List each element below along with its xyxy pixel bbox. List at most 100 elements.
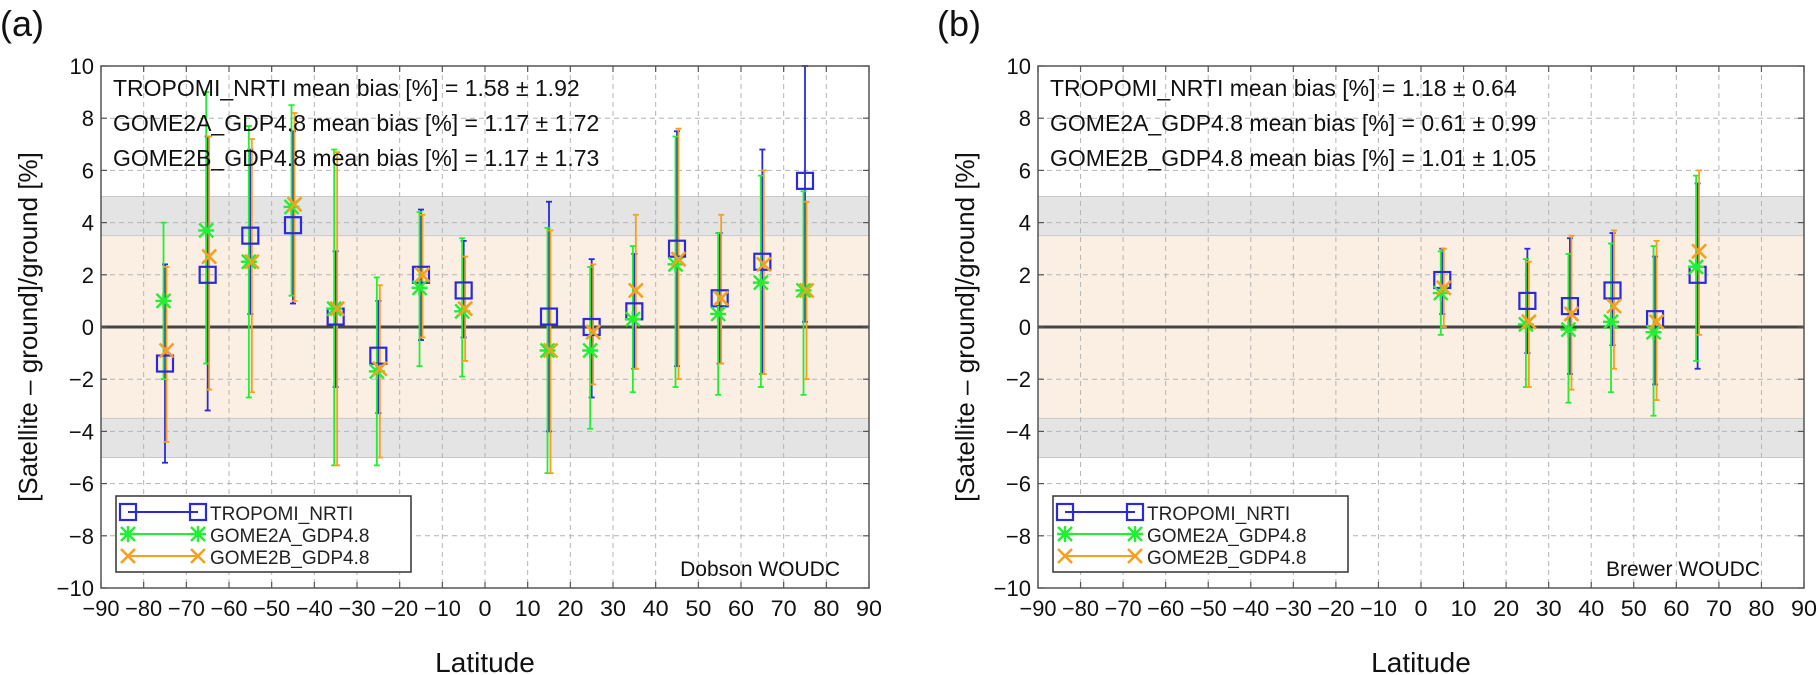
- data-point-gome2a: [710, 305, 727, 322]
- legend-marker-gome2a: [1127, 526, 1143, 542]
- y-tick-label: 4: [82, 211, 94, 236]
- y-tick-label: 0: [82, 315, 94, 340]
- x-tick-label: 10: [1451, 596, 1477, 621]
- legend-entry: GOME2A_GDP4.8: [210, 526, 369, 547]
- x-tick-label: −60: [211, 596, 248, 621]
- y-tick-label: −2: [1006, 367, 1031, 392]
- x-tick-label: 60: [728, 596, 754, 621]
- annotation-series-name: GOME2B_GDP4.8: [113, 145, 306, 171]
- mean-bias-annotation: GOME2B_GDP4.8 mean bias [%] = 1.17 ± 1.7…: [113, 145, 599, 171]
- data-point-tropomi: [539, 307, 559, 326]
- annotation-value: mean bias [%] = 1.18 ± 0.64: [1223, 75, 1516, 101]
- data-point-gome2a: [795, 282, 812, 299]
- annotation-value: mean bias [%] = 1.17 ± 1.73: [306, 145, 599, 171]
- x-tick-label: −60: [1147, 596, 1184, 621]
- x-tick-label: −80: [1062, 596, 1099, 621]
- legend-marker-gome2b: [190, 548, 206, 564]
- legend-marker-gome2b: [1127, 548, 1143, 564]
- y-tick-label: −4: [1006, 419, 1031, 444]
- panel-label: (a): [0, 3, 44, 44]
- data-point-tropomi: [753, 252, 772, 271]
- x-tick-label: 70: [771, 596, 797, 621]
- y-tick-label: 4: [1019, 211, 1031, 236]
- x-tick-label: −90: [83, 596, 120, 621]
- x-tick-label: −50: [1190, 596, 1227, 621]
- x-tick-label: 20: [1493, 596, 1519, 621]
- x-tick-label: 0: [1415, 596, 1428, 621]
- y-tick-label: −6: [1006, 472, 1031, 497]
- x-tick-label: 50: [685, 596, 711, 621]
- y-axis-label: [Satellite – ground]/ground [%]: [950, 152, 980, 502]
- data-point-gome2a: [1432, 285, 1449, 302]
- legend-marker-gome2b: [120, 548, 136, 564]
- y-tick-label: −10: [994, 576, 1031, 601]
- x-tick-label: 10: [515, 596, 541, 621]
- data-point-gome2b: [542, 342, 559, 359]
- data-point-gome2b: [670, 251, 687, 268]
- data-point-gome2a: [411, 279, 428, 296]
- data-point-gome2a: [240, 253, 257, 270]
- x-tick-label: 80: [813, 596, 839, 621]
- x-tick-label: −90: [1020, 596, 1057, 621]
- y-tick-label: −10: [57, 576, 94, 601]
- mean-bias-annotation: TROPOMI_NRTI mean bias [%] = 1.58 ± 1.92: [113, 75, 580, 101]
- y-axis-label: [Satellite – ground]/ground [%]: [13, 152, 43, 502]
- data-point-gome2a: [624, 311, 641, 328]
- data-point-tropomi: [241, 226, 260, 245]
- y-tick-label: 6: [1019, 158, 1031, 183]
- data-point-tropomi: [1603, 281, 1622, 300]
- legend-marker-gome2a: [1057, 526, 1073, 542]
- y-tick-label: 8: [82, 106, 94, 131]
- data-point-tropomi: [198, 265, 217, 284]
- data-point-gome2a: [582, 342, 599, 359]
- y-tick-label: −6: [69, 472, 94, 497]
- legend-marker-tropomi: [1055, 502, 1075, 522]
- x-tick-label: −20: [1317, 596, 1354, 621]
- data-point-gome2b: [1606, 298, 1622, 315]
- data-point-gome2a: [1688, 258, 1705, 275]
- data-point-tropomi: [710, 289, 729, 308]
- annotation-value: mean bias [%] = 1.01 ± 1.05: [1243, 145, 1536, 171]
- x-tick-label: −50: [253, 596, 290, 621]
- x-tick-label: 20: [557, 596, 583, 621]
- data-point-gome2a: [155, 292, 172, 309]
- mean-bias-annotation: GOME2A_GDP4.8 mean bias [%] = 0.61 ± 0.9…: [1050, 110, 1536, 136]
- x-tick-label: 40: [643, 596, 669, 621]
- data-point-gome2b: [201, 248, 218, 265]
- x-tick-label: −70: [168, 596, 205, 621]
- x-axis-label: Latitude: [435, 647, 535, 675]
- x-tick-label: 70: [1706, 596, 1732, 621]
- legend-marker-tropomi: [1125, 502, 1145, 522]
- x-tick-label: 60: [1663, 596, 1689, 621]
- markers-gome2b: [158, 196, 815, 377]
- data-point-tropomi: [411, 265, 431, 284]
- y-tick-label: 2: [82, 263, 94, 288]
- legend-marker-tropomi: [118, 502, 138, 522]
- data-point-gome2b: [457, 300, 474, 317]
- legend-entry: GOME2B_GDP4.8: [210, 548, 369, 569]
- data-point-tropomi: [155, 354, 175, 373]
- x-tick-label: −10: [424, 596, 461, 621]
- annotation-value: mean bias [%] = 0.61 ± 0.99: [1243, 110, 1536, 136]
- station-label: Dobson WOUDC: [680, 558, 840, 581]
- x-tick-label: 0: [479, 596, 492, 621]
- x-tick-label: −20: [381, 596, 418, 621]
- data-point-gome2b: [158, 342, 175, 359]
- x-tick-label: 50: [1621, 596, 1647, 621]
- data-point-gome2b: [243, 253, 260, 270]
- mean-bias-annotation: GOME2B_GDP4.8 mean bias [%] = 1.01 ± 1.0…: [1050, 145, 1536, 171]
- data-point-gome2a: [1560, 321, 1577, 338]
- y-tick-label: 8: [1019, 106, 1031, 131]
- data-point-gome2b: [1520, 313, 1537, 330]
- annotation-series-name: GOME2A_GDP4.8: [1050, 110, 1243, 136]
- x-tick-label: −70: [1105, 596, 1142, 621]
- legend-marker-tropomi: [188, 502, 208, 522]
- legend-marker-gome2a: [190, 526, 206, 542]
- annotation-series-name: TROPOMI_NRTI: [113, 75, 286, 101]
- annotation-series-name: TROPOMI_NRTI: [1050, 75, 1223, 101]
- y-tick-label: −4: [69, 419, 94, 444]
- y-tick-label: −8: [69, 524, 94, 549]
